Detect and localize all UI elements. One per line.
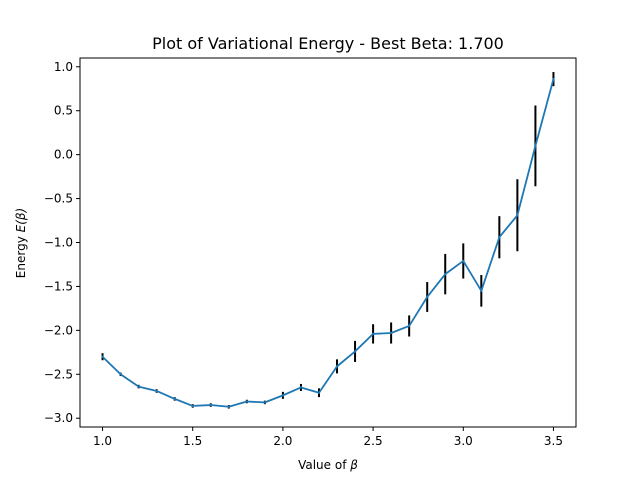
- y-tick-label: −1.0: [44, 236, 73, 250]
- data-point: [498, 236, 501, 239]
- data-point: [245, 400, 249, 403]
- x-tick-label: 3.0: [454, 434, 473, 448]
- y-axis-label: Energy E(β): [14, 208, 28, 278]
- x-tick-label: 2.0: [273, 434, 292, 448]
- y-tick-label: −2.0: [44, 323, 73, 337]
- x-tick-label: 3.5: [544, 434, 563, 448]
- series-line: [101, 78, 555, 408]
- data-point: [335, 365, 339, 368]
- data-point: [353, 350, 357, 353]
- data-point: [407, 324, 411, 328]
- x-tick-label: 1.0: [93, 434, 112, 448]
- x-axis-label-symbol: β: [349, 458, 358, 472]
- data-point: [191, 404, 194, 408]
- data-point: [552, 77, 555, 81]
- x-tick-label: 1.5: [183, 434, 202, 448]
- data-point: [462, 259, 465, 263]
- data-point: [227, 405, 230, 408]
- x-axis-label: Value of β: [298, 458, 358, 472]
- y-axis-label-prefix: Energy: [14, 232, 28, 278]
- data-point: [444, 272, 447, 276]
- y-tick-label: 1.0: [54, 60, 73, 74]
- data-point: [389, 331, 393, 335]
- data-point: [101, 355, 104, 358]
- x-axis-label-prefix: Value of: [298, 458, 350, 472]
- data-point: [426, 295, 429, 299]
- data-point: [137, 385, 140, 388]
- data-point: [317, 391, 321, 394]
- data-point: [516, 214, 519, 217]
- plot-layer: [101, 72, 555, 409]
- y-axis-label-symbol: E(β): [14, 208, 28, 233]
- y-tick-label: 0.0: [54, 148, 73, 162]
- y-tick-label: −2.5: [44, 367, 73, 381]
- data-point: [299, 386, 303, 389]
- data-point: [173, 397, 176, 401]
- y-axis: 1.0 0.5 0.0 −0.5 −1.0 −1.5 −2.0 −2.5 −3.0: [44, 60, 80, 425]
- y-tick-label: −3.0: [44, 411, 73, 425]
- chart-title: Plot of Variational Energy - Best Beta: …: [152, 34, 504, 53]
- data-point: [209, 403, 212, 407]
- data-point: [281, 394, 285, 397]
- y-tick-label: −0.5: [44, 192, 73, 206]
- data-point: [119, 373, 122, 376]
- x-axis: 1.0 1.5 2.0 2.5 3.0 3.5: [93, 427, 563, 448]
- data-point: [371, 332, 375, 336]
- data-point: [534, 144, 537, 148]
- data-point: [155, 389, 158, 393]
- x-tick-label: 2.5: [364, 434, 383, 448]
- y-tick-label: 0.5: [54, 104, 73, 118]
- data-point: [263, 401, 267, 404]
- data-point: [480, 289, 483, 293]
- y-tick-label: −1.5: [44, 279, 73, 293]
